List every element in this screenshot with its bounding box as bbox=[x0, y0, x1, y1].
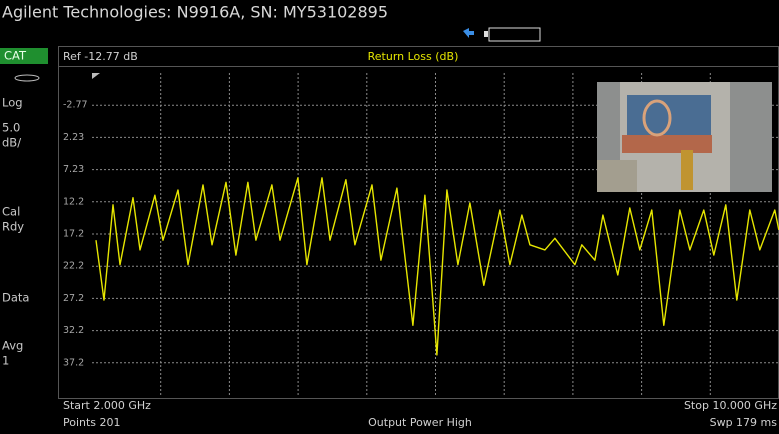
analyzer-screen: Agilent Technologies: N9916A, SN: MY5310… bbox=[0, 0, 779, 434]
chart-title: Return Loss (dB) bbox=[368, 50, 459, 63]
y-tick-label: 17.2 bbox=[63, 229, 84, 240]
page: Agilent Technologies: N9916A, SN: MY5310… bbox=[0, 0, 779, 434]
cal-status: Rdy bbox=[2, 220, 24, 234]
avg-value: 1 bbox=[2, 354, 9, 368]
cal-status: Cal bbox=[2, 205, 20, 219]
y-tick-label: 2.23 bbox=[63, 132, 84, 143]
y-tick-label: 37.2 bbox=[63, 357, 84, 368]
y-tick-label: 12.2 bbox=[63, 196, 84, 207]
y-tick-label: 32.2 bbox=[63, 325, 84, 336]
y-tick-label: 22.2 bbox=[63, 261, 84, 272]
points: Points 201 bbox=[63, 416, 121, 429]
avg-label[interactable]: Avg bbox=[2, 339, 23, 353]
inset-photo bbox=[597, 82, 772, 192]
background bbox=[0, 0, 779, 434]
scale-value[interactable]: 5.0 bbox=[2, 121, 20, 135]
mode-label[interactable]: CAT bbox=[4, 49, 27, 63]
sweep-time: Swp 179 ms bbox=[710, 416, 778, 429]
y-tick-label: 27.2 bbox=[63, 293, 84, 304]
data-label[interactable]: Data bbox=[2, 291, 29, 305]
start-frequency: Start 2.000 GHz bbox=[63, 399, 151, 412]
scale-unit: dB/ bbox=[2, 136, 21, 150]
ref-level: Ref -12.77 dB bbox=[63, 50, 138, 63]
scale-type[interactable]: Log bbox=[2, 96, 23, 110]
stop-frequency: Stop 10.000 GHz bbox=[684, 399, 777, 412]
y-tick-label: 7.23 bbox=[63, 164, 84, 175]
y-tick-label: -2.77 bbox=[63, 100, 88, 111]
header-title: Agilent Technologies: N9916A, SN: MY5310… bbox=[2, 3, 388, 22]
output-power: Output Power High bbox=[368, 416, 472, 429]
